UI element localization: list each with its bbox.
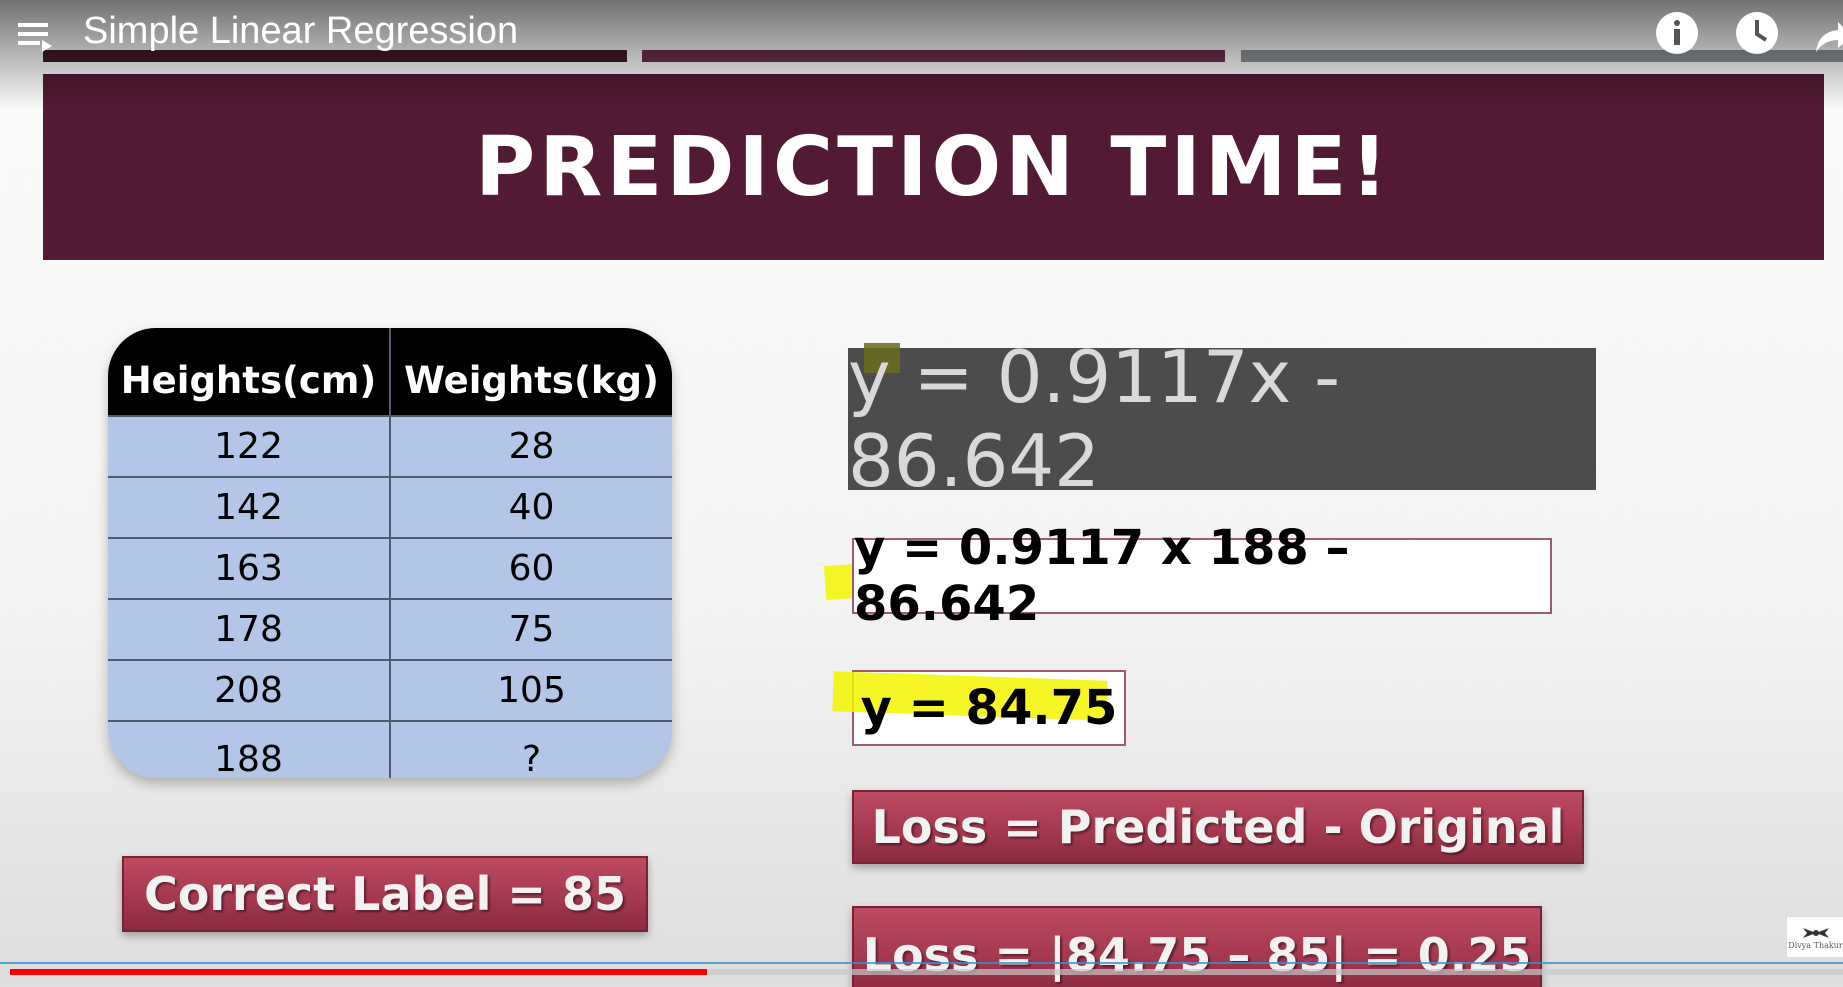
player-top-bar: [0, 0, 1843, 110]
substitution-text: y = 0.9117 x 188 – 86.642: [854, 520, 1350, 632]
weight-cell: 75: [390, 598, 672, 660]
height-cell: 178: [108, 598, 391, 660]
chapter-markers: [0, 962, 1843, 964]
table-row: 142 40: [108, 476, 672, 538]
column-header-weights: Weights(kg): [390, 328, 672, 416]
correct-label-box: Correct Label = 85: [122, 856, 648, 932]
slide-title: PREDICTION TIME!: [475, 119, 1392, 215]
height-cell: 188: [108, 720, 391, 778]
share-icon[interactable]: [1812, 18, 1843, 58]
height-cell: 142: [108, 476, 391, 538]
table-row-query: 188 ?: [108, 720, 672, 778]
info-icon[interactable]: [1654, 10, 1700, 56]
table-row: 208 105: [108, 659, 672, 721]
weight-cell: 60: [390, 537, 672, 599]
loss-definition-box: Loss = Predicted - Original: [852, 790, 1584, 864]
highlight-mark: [864, 343, 900, 373]
result-text: y = 84.75: [860, 680, 1118, 736]
regression-equation: y = 0.9117x - 86.642: [848, 335, 1596, 503]
substitution-box: y = 0.9117 x 188 – 86.642: [852, 520, 1552, 632]
correct-label-text: Correct Label = 85: [143, 867, 627, 921]
loss-definition-text: Loss = Predicted - Original: [871, 800, 1565, 854]
height-cell: 163: [108, 537, 391, 599]
regression-equation-text: y = 0.9117x - 86.642: [848, 335, 1341, 503]
clock-icon[interactable]: [1734, 10, 1780, 56]
weight-cell: 105: [390, 659, 672, 721]
data-table: Heights(cm) Weights(kg) 122 28 142 40 16…: [108, 328, 672, 778]
result-box: y = 84.75: [852, 670, 1126, 746]
progress-bar-played[interactable]: [10, 969, 707, 975]
progress-bar[interactable]: [10, 969, 1843, 975]
height-cell: 208: [108, 659, 391, 721]
watermark-text: Divya Thakur: [1788, 940, 1843, 950]
weight-cell: 28: [390, 415, 672, 477]
table-row: 122 28: [108, 415, 672, 477]
wings-logo-icon: [1802, 927, 1829, 938]
menu-playlist-icon[interactable]: [16, 18, 52, 54]
channel-watermark[interactable]: Divya Thakur: [1786, 916, 1843, 958]
table-header-row: Heights(cm) Weights(kg): [108, 328, 672, 416]
table-row: 163 60: [108, 537, 672, 599]
height-cell: 122: [108, 415, 391, 477]
weight-cell: 40: [390, 476, 672, 538]
video-title[interactable]: Simple Linear Regression: [83, 10, 519, 52]
unknown-weight-cell: ?: [390, 720, 672, 778]
column-header-heights: Heights(cm): [108, 328, 391, 416]
regression-equation-box: y = 0.9117x - 86.642: [848, 335, 1596, 503]
table-row: 178 75: [108, 598, 672, 660]
